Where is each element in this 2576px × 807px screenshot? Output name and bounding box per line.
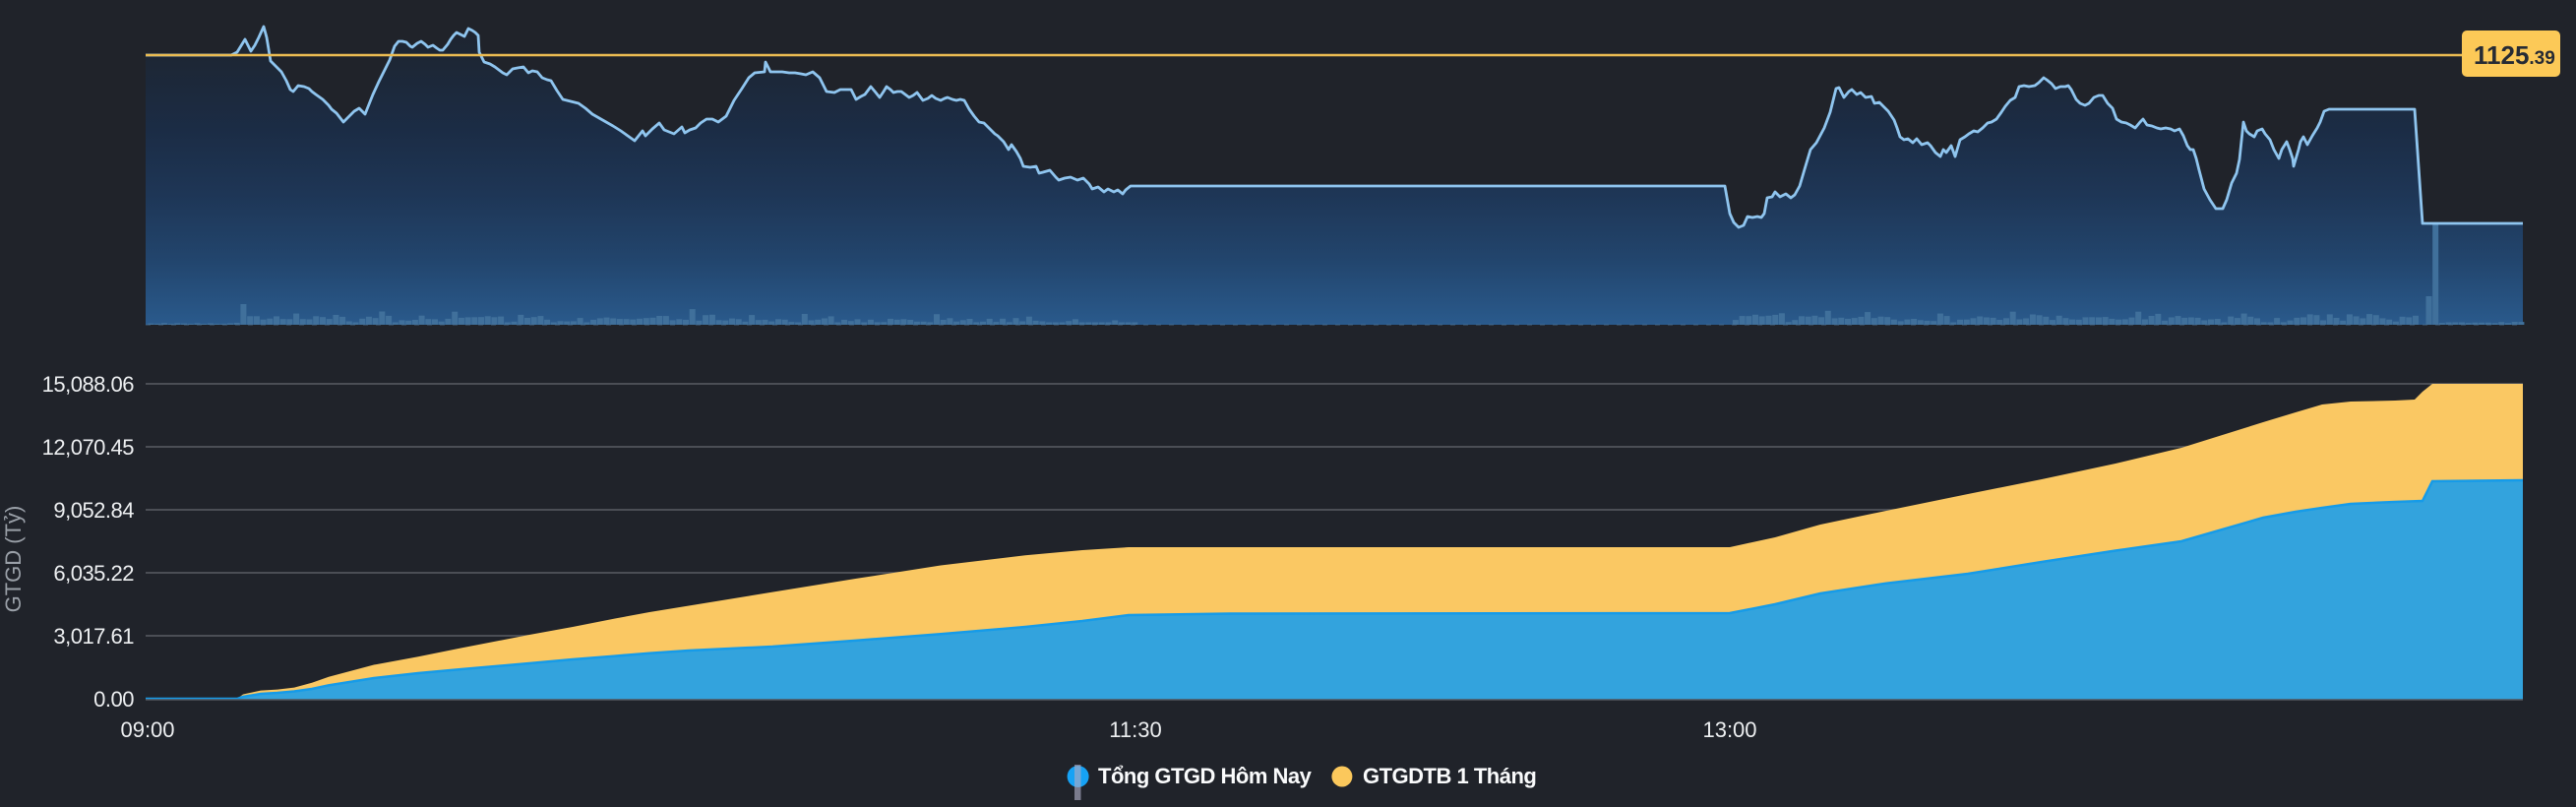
svg-text:Tổng GTGD Hôm Nay: Tổng GTGD Hôm Nay: [1098, 764, 1313, 788]
svg-text:GTGDTB 1 Tháng: GTGDTB 1 Tháng: [1363, 764, 1536, 788]
svg-text:9,052.84: 9,052.84: [53, 498, 134, 523]
svg-text:GTGD (Tỷ): GTGD (Tỷ): [1, 506, 26, 613]
svg-text:12,070.45: 12,070.45: [42, 435, 135, 460]
svg-text:6,035.22: 6,035.22: [53, 561, 134, 586]
svg-text:13:00: 13:00: [1702, 717, 1756, 742]
svg-text:15,088.06: 15,088.06: [42, 372, 135, 397]
svg-text:0.00: 0.00: [93, 687, 134, 712]
svg-text:3,017.61: 3,017.61: [53, 624, 134, 649]
svg-text:09:00: 09:00: [120, 717, 174, 742]
svg-text:11:30: 11:30: [1109, 717, 1161, 742]
